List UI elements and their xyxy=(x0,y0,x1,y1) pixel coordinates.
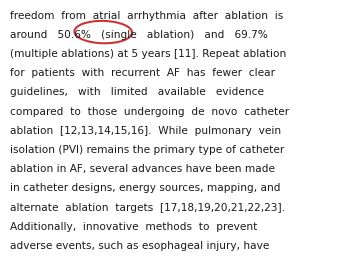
Text: for  patients  with  recurrent  AF  has  fewer  clear: for patients with recurrent AF has fewer… xyxy=(10,68,275,78)
Text: Additionally,  innovative  methods  to  prevent: Additionally, innovative methods to prev… xyxy=(10,222,258,232)
Text: (multiple ablations) at 5 years [11]. Repeat ablation: (multiple ablations) at 5 years [11]. Re… xyxy=(10,49,287,59)
Text: isolation (PVI) remains the primary type of catheter: isolation (PVI) remains the primary type… xyxy=(10,145,285,155)
Text: compared  to  those  undergoing  de  novo  catheter: compared to those undergoing de novo cat… xyxy=(10,107,290,117)
Text: alternate  ablation  targets  [17,18,19,20,21,22,23].: alternate ablation targets [17,18,19,20,… xyxy=(10,203,286,213)
Text: adverse events, such as esophageal injury, have: adverse events, such as esophageal injur… xyxy=(10,241,270,251)
Text: around   50.6%   (single   ablation)   and   69.7%: around 50.6% (single ablation) and 69.7% xyxy=(10,30,268,40)
Text: ablation  [12,13,14,15,16].  While  pulmonary  vein: ablation [12,13,14,15,16]. While pulmona… xyxy=(10,126,282,136)
Text: in catheter designs, energy sources, mapping, and: in catheter designs, energy sources, map… xyxy=(10,183,281,193)
Text: freedom  from  atrial  arrhythmia  after  ablation  is: freedom from atrial arrhythmia after abl… xyxy=(10,11,284,21)
Text: ablation in AF, several advances have been made: ablation in AF, several advances have be… xyxy=(10,164,275,174)
Text: guidelines,   with   limited   available   evidence: guidelines, with limited available evide… xyxy=(10,87,265,97)
